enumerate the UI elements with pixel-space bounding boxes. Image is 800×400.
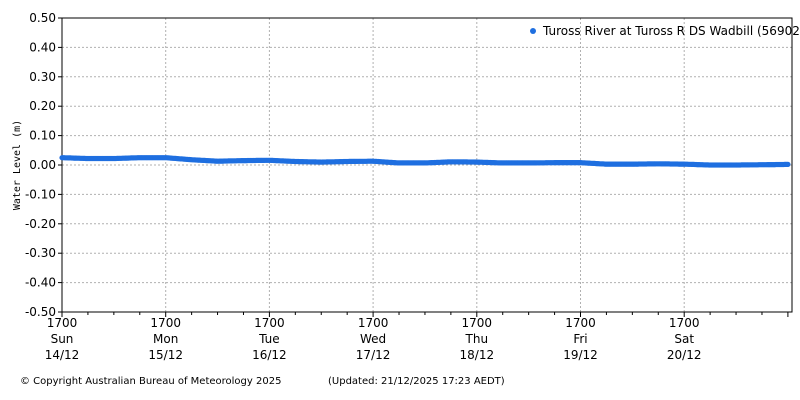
y-tick-label: 0.30 xyxy=(29,70,56,84)
x-tick-day: Tue xyxy=(258,332,280,346)
x-tick-time: 1700 xyxy=(254,316,285,330)
x-tick-date: 15/12 xyxy=(148,348,183,362)
legend: Tuross River at Tuross R DS Wadbill (569… xyxy=(530,24,800,38)
x-tick-day: Sun xyxy=(51,332,74,346)
x-tick-date: 16/12 xyxy=(252,348,287,362)
y-tick-label: -0.10 xyxy=(25,187,56,201)
y-tick-label: -0.30 xyxy=(25,246,56,260)
legend-label: Tuross River at Tuross R DS Wadbill (569… xyxy=(542,24,800,38)
y-axis: 0.50 0.40 0.30 0.20 0.10 0.00 -0.10 -0.20 -0.30 -… xyxy=(25,11,62,319)
series-points xyxy=(59,155,791,168)
x-tick-date: 17/12 xyxy=(356,348,391,362)
x-tick-time: 1700 xyxy=(565,316,596,330)
y-axis-label: Water Level (m) xyxy=(12,120,23,210)
x-tick-date: 14/12 xyxy=(45,348,80,362)
y-tick-label: -0.50 xyxy=(25,305,56,319)
x-tick-day: Mon xyxy=(153,332,178,346)
x-tick-time: 1700 xyxy=(47,316,78,330)
x-tick-day: Sat xyxy=(674,332,694,346)
updated-text: (Updated: 21/12/2025 17:23 AEDT) xyxy=(328,376,505,387)
x-axis: 1700 Sun 14/12 1700 Mon 15/12 1700 Tue 16/12 1700… xyxy=(45,312,789,362)
y-tick-label: -0.20 xyxy=(25,217,56,231)
x-tick-day: Fri xyxy=(573,332,587,346)
x-tick-time: 1700 xyxy=(462,316,493,330)
x-tick-date: 18/12 xyxy=(460,348,495,362)
y-tick-label: 0.10 xyxy=(29,129,56,143)
copyright-text: © Copyright Australian Bureau of Meteoro… xyxy=(20,376,281,387)
x-tick-time: 1700 xyxy=(358,316,389,330)
x-tick-time: 1700 xyxy=(669,316,700,330)
y-tick-label: 0.40 xyxy=(29,40,56,54)
x-tick-date: 19/12 xyxy=(563,348,598,362)
y-tick-label: 0.20 xyxy=(29,99,56,113)
data-point xyxy=(785,161,791,167)
x-tick-day: Wed xyxy=(360,332,386,346)
y-tick-label: -0.40 xyxy=(25,276,56,290)
x-tick-time: 1700 xyxy=(150,316,181,330)
x-tick-date: 20/12 xyxy=(667,348,702,362)
legend-marker xyxy=(530,28,536,34)
x-tick-day: Thu xyxy=(465,332,489,346)
y-tick-label: 0.50 xyxy=(29,11,56,25)
y-tick-label: 0.00 xyxy=(29,158,56,172)
